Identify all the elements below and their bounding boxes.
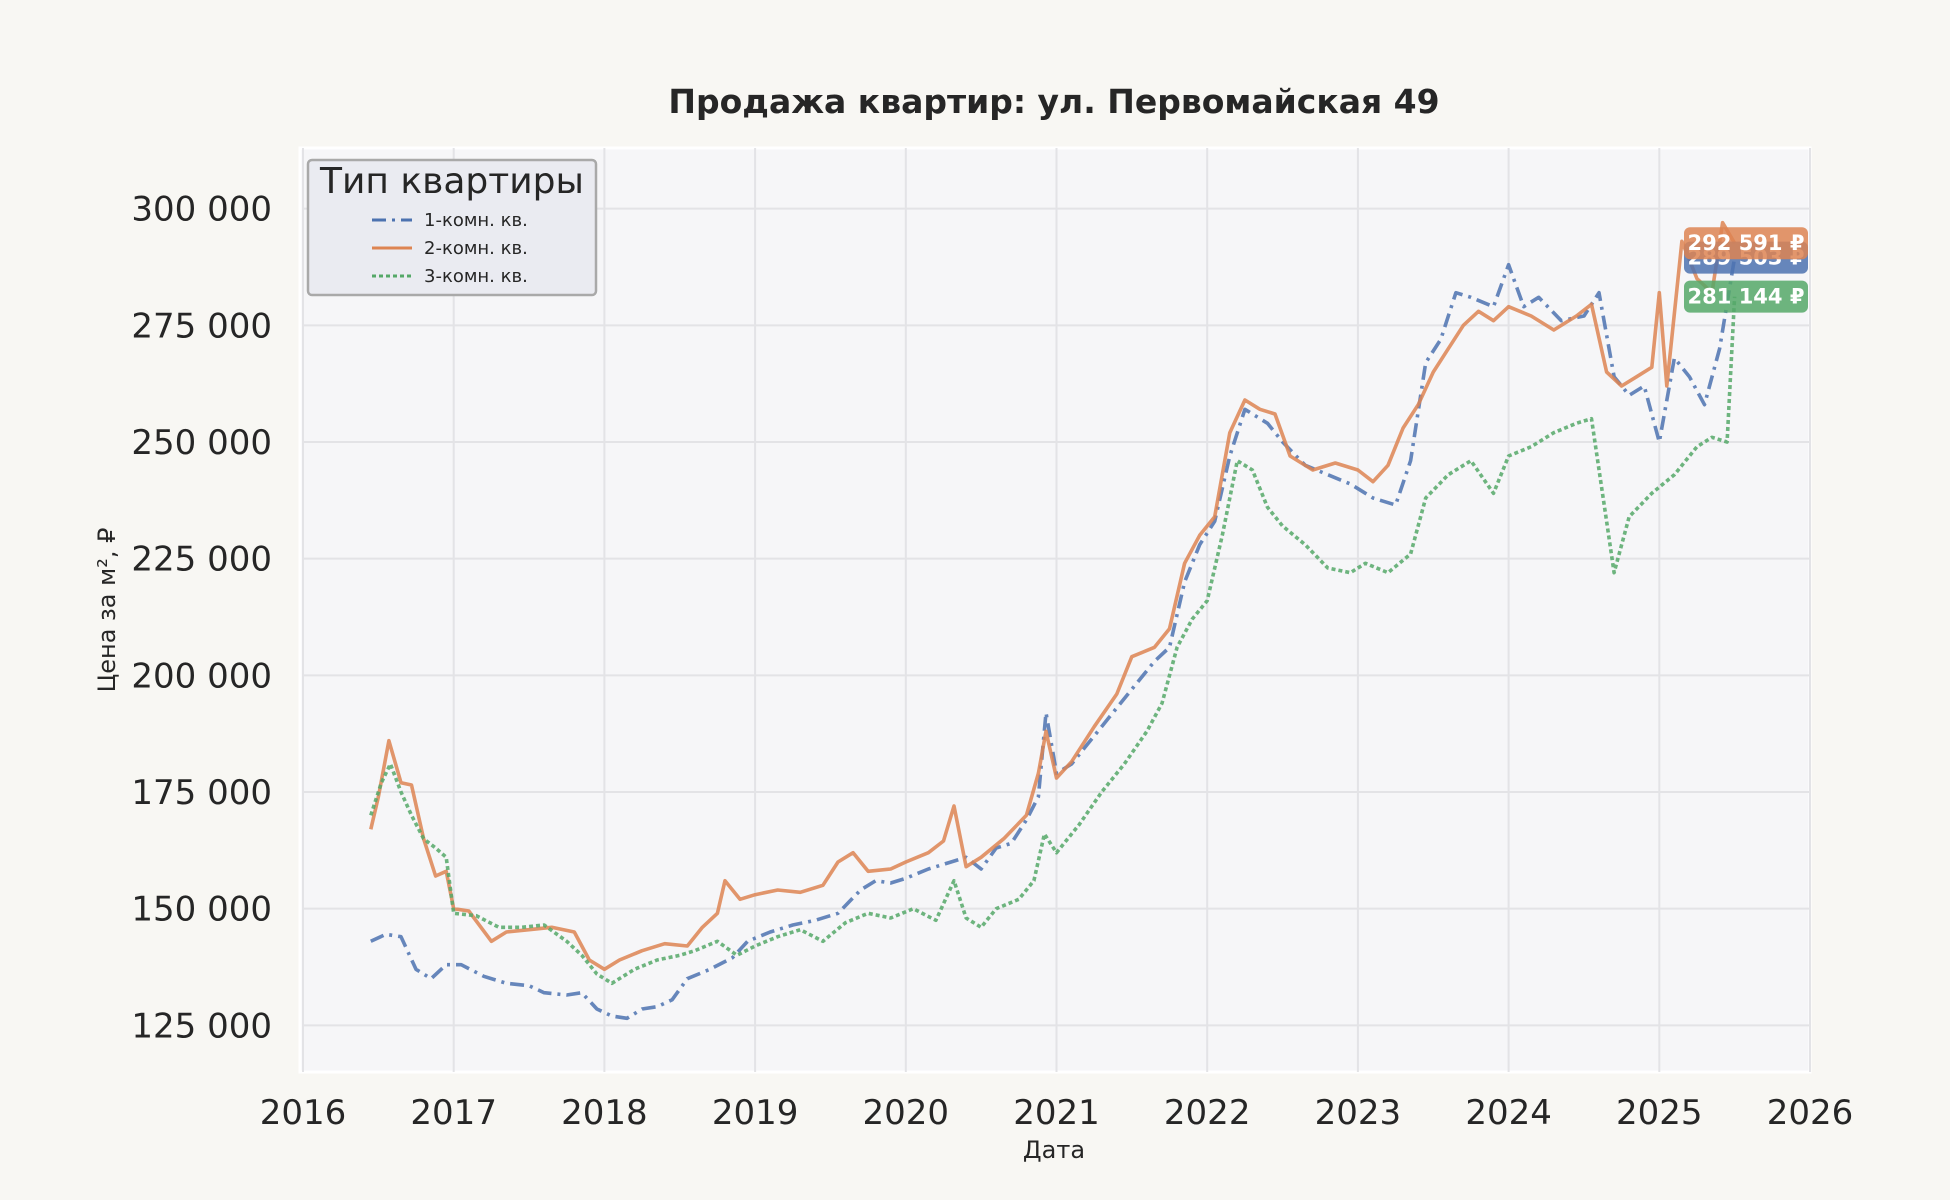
y-tick-label: 150 000 bbox=[131, 890, 272, 930]
x-tick-label: 2017 bbox=[410, 1093, 497, 1133]
series-line bbox=[370, 257, 1737, 1021]
end-label-box bbox=[1684, 227, 1808, 260]
x-tick-label: 2018 bbox=[561, 1093, 648, 1133]
y-axis-ticks: 125 000 150 000 175 000 200 000 225 000 250 0… bbox=[131, 190, 272, 1047]
y-tick-label: 125 000 bbox=[131, 1006, 272, 1046]
plot-area bbox=[298, 146, 1812, 1074]
y-tick-label: 175 000 bbox=[131, 773, 272, 813]
x-tick-label: 2025 bbox=[1616, 1093, 1703, 1133]
series-line bbox=[369, 220, 1737, 972]
x-axis-ticks: 2016 2017 2018 2019 2020 2021 2022 2023 2024 2025… bbox=[260, 1093, 1854, 1133]
legend-entries: 1-комн. кв. 2-комн. кв. 3-комн. кв. bbox=[372, 210, 528, 287]
end-label-box bbox=[1684, 280, 1808, 313]
legend-label: 1-комн. кв. bbox=[424, 210, 528, 231]
legend: Тип квартиры 1-комн. кв. 2-комн. кв. 3-ком… bbox=[306, 158, 598, 297]
y-tick-label: 275 000 bbox=[131, 306, 272, 346]
legend-label: 3-комн. кв. bbox=[424, 266, 528, 287]
x-tick-label: 2020 bbox=[863, 1093, 950, 1133]
end-label-value: 281 144 ₽ bbox=[1688, 285, 1805, 309]
series-layer bbox=[369, 220, 1737, 1021]
y-tick-label: 300 000 bbox=[131, 190, 272, 230]
x-axis-label: Дата bbox=[1023, 1136, 1085, 1164]
y-tick-label: 200 000 bbox=[131, 656, 272, 696]
legend-title: Тип квартиры bbox=[319, 161, 584, 202]
x-tick-label: 2022 bbox=[1164, 1093, 1251, 1133]
x-tick-label: 2026 bbox=[1767, 1093, 1854, 1133]
end-labels: 289 503 ₽292 591 ₽281 144 ₽ bbox=[1684, 227, 1808, 313]
x-tick-label: 2019 bbox=[712, 1093, 799, 1133]
y-tick-label: 225 000 bbox=[131, 540, 272, 580]
legend-box bbox=[306, 158, 598, 297]
y-axis-label: Цена за м², ₽ bbox=[93, 528, 121, 693]
end-label-value: 292 591 ₽ bbox=[1688, 231, 1805, 255]
x-tick-label: 2023 bbox=[1315, 1093, 1402, 1133]
legend-label: 2-комн. кв. bbox=[424, 238, 528, 259]
x-tick-label: 2021 bbox=[1013, 1093, 1100, 1133]
y-tick-label: 250 000 bbox=[131, 423, 272, 463]
x-tick-label: 2016 bbox=[260, 1093, 347, 1133]
chart-title: Продажа квартир: ул. Первомайская 49 bbox=[668, 82, 1439, 121]
x-tick-label: 2024 bbox=[1465, 1093, 1552, 1133]
series-line bbox=[369, 296, 1737, 986]
